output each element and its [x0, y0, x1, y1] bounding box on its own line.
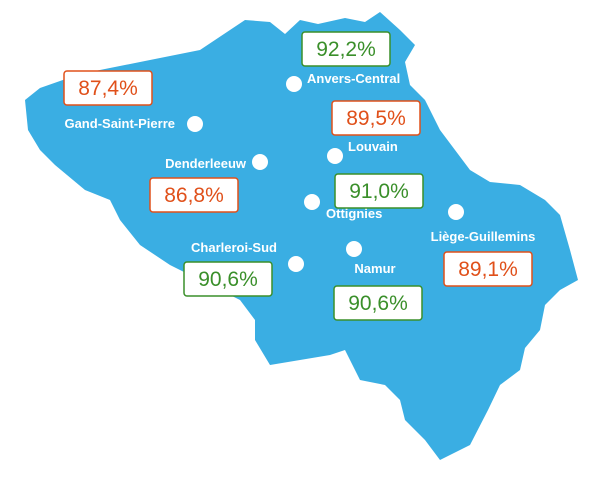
- value-text-liege: 89,1%: [458, 258, 518, 281]
- value-box-namur: 90,6%: [333, 285, 423, 321]
- station-label-charleroi: Charleroi-Sud: [191, 240, 277, 255]
- value-box-frame: [333, 285, 423, 321]
- value-box-gand: 87,4%: [63, 70, 153, 106]
- value-text-bruxelles: 89,5%: [346, 107, 406, 130]
- value-box-frame: [63, 70, 153, 106]
- value-box-anvers: 92,2%: [301, 31, 391, 67]
- value-box-frame: [334, 173, 424, 209]
- value-text-charleroi: 90,6%: [198, 268, 258, 291]
- station-marker-denderleeuw: [252, 154, 268, 170]
- value-box-frame: [149, 177, 239, 213]
- station-marker-anvers: [286, 76, 302, 92]
- value-text-gand: 87,4%: [78, 77, 138, 100]
- value-text-ottignies: 91,0%: [349, 180, 409, 203]
- station-marker-gand: [187, 116, 203, 132]
- station-label-anvers: Anvers-Central: [307, 71, 400, 86]
- station-label-ottignies: Ottignies: [326, 206, 382, 221]
- value-text-denderleeuw: 86,8%: [164, 184, 224, 207]
- value-box-denderleeuw: 86,8%: [149, 177, 239, 213]
- station-marker-liege: [448, 204, 464, 220]
- station-label-louvain: Louvain: [348, 139, 398, 154]
- value-box-ottignies: 91,0%: [334, 173, 424, 209]
- station-label-denderleeuw: Denderleeuw: [165, 156, 247, 171]
- value-text-anvers: 92,2%: [316, 38, 376, 61]
- station-label-gand: Gand-Saint-Pierre: [64, 116, 175, 131]
- station-label-namur: Namur: [354, 261, 395, 276]
- station-marker-ottignies: [304, 194, 320, 210]
- value-box-frame: [443, 251, 533, 287]
- station-label-liege: Liège-Guillemins: [431, 229, 536, 244]
- belgium-shape: [25, 12, 578, 460]
- value-box-bruxelles: 89,5%: [331, 100, 421, 136]
- station-marker-namur: [346, 241, 362, 257]
- value-box-frame: [183, 261, 273, 297]
- value-box-frame: [301, 31, 391, 67]
- value-box-frame: [331, 100, 421, 136]
- value-box-charleroi: 90,6%: [183, 261, 273, 297]
- value-box-liege: 89,1%: [443, 251, 533, 287]
- value-text-namur: 90,6%: [348, 292, 408, 315]
- station-marker-louvain: [327, 148, 343, 164]
- station-marker-charleroi: [288, 256, 304, 272]
